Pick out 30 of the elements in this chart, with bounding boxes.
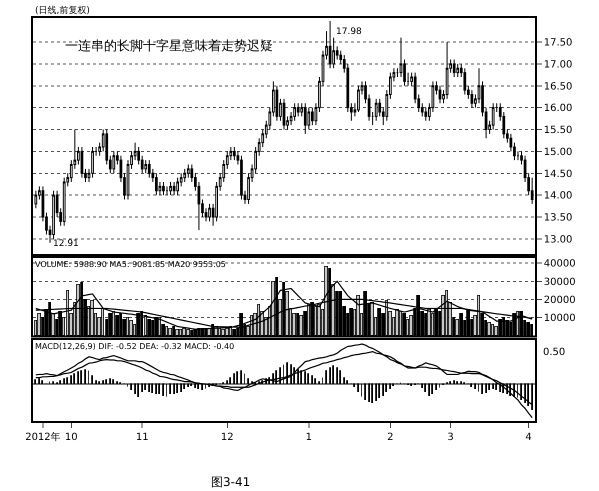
annotation: 一连串的长脚十字星意味着走势迟疑 [65, 38, 273, 54]
x-tick-label: 10 [64, 432, 78, 443]
annotation: 12.91 [53, 239, 79, 249]
y-tick-label: 14.00 [544, 190, 572, 202]
x-tick-label: 2 [387, 432, 394, 443]
x-tick-label: 12 [220, 432, 234, 443]
y-tick-label: 17.00 [544, 59, 572, 70]
x-tick-label: 1 [306, 432, 312, 443]
y-tick-label: 10000 [544, 312, 576, 324]
y-tick-label: 15.50 [544, 125, 572, 136]
chart-title: VOLUME: 5988.90 MA5: 9081.85 MA20 9553.05 [35, 260, 226, 269]
y-tick-label: 30000 [544, 276, 576, 288]
y-tick-label: 17.50 [544, 38, 572, 49]
x-tick-label: 2012年 [25, 430, 61, 443]
x-tick-label: 3 [447, 432, 454, 443]
x-tick-label: 11 [136, 432, 149, 443]
y-tick-label: 13.50 [544, 212, 572, 224]
y-tick-label: 15.00 [544, 146, 572, 158]
y-tick-label: 40000 [544, 258, 576, 270]
caption: 图3-41 [211, 475, 250, 489]
y-tick-label: 14.50 [544, 168, 572, 180]
y-tick-label: 16.50 [544, 81, 572, 92]
x-tick-label: 4 [525, 432, 532, 443]
text: 0.50 [543, 347, 566, 358]
annotation: 17.98 [336, 27, 362, 37]
chart-title: MACD(12,26,9) DIF: -0.52 DEA: -0.32 MACD: -0.40 [35, 342, 234, 351]
y-tick-label: 16.00 [544, 103, 572, 114]
chart-title: (日线,前复权) [35, 5, 90, 16]
y-tick-label: 13.00 [544, 234, 572, 246]
y-tick-label: 20000 [544, 294, 576, 306]
